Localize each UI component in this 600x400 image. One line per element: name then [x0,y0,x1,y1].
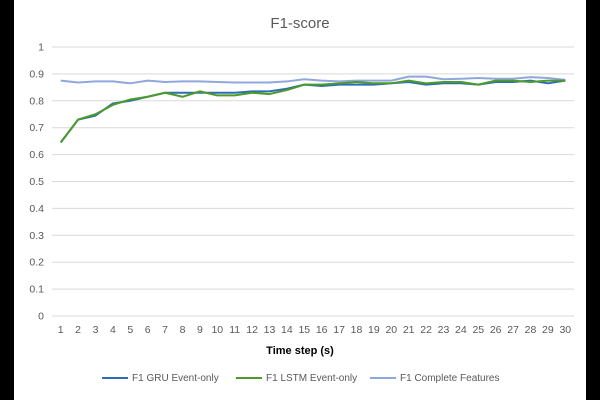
y-tick-label: 0.1 [29,284,44,296]
x-tick-label: 17 [333,324,345,336]
y-tick-label: 0.5 [29,176,44,188]
x-tick-label: 19 [368,324,380,336]
x-tick-label: 21 [403,324,415,336]
y-tick-label: 0.8 [29,95,44,107]
legend-entry: F1 Complete Features [370,373,500,384]
y-tick-labels: 0 0.1 0.2 0.3 0.4 0.5 0.6 0.7 0.8 0.9 1 [29,42,44,323]
chart-svg: F1-score 0 0.1 0.2 0.3 0.4 0.5 0.6 0.7 0.8 0.9 1 1… [29,15,574,384]
y-tick-label: 0.7 [29,122,44,134]
x-tick-label: 11 [229,324,240,336]
x-tick-label: 16 [316,324,328,336]
x-tick-label: 10 [211,324,223,336]
y-tick-label: 0 [38,311,44,323]
legend-label: F1 LSTM Event-only [266,373,357,384]
x-tick-label: 2 [75,324,81,336]
y-tick-label: 0.9 [29,68,44,80]
legend-entry: F1 LSTM Event-only [236,373,357,384]
y-tick-label: 0.2 [29,257,44,269]
x-tick-label: 28 [525,324,537,336]
legend-label: F1 GRU Event-only [132,373,219,384]
y-tick-label: 0.4 [29,203,44,215]
x-tick-label: 8 [180,324,186,336]
x-tick-label: 27 [507,324,519,336]
y-tick-label: 1 [38,42,44,54]
x-tick-label: 26 [490,324,502,336]
legend-label: F1 Complete Features [400,373,500,384]
x-tick-label: 9 [197,324,203,336]
x-tick-label: 12 [246,324,258,336]
x-tick-label: 15 [298,324,310,336]
legend: F1 GRU Event-only F1 LSTM Event-only F1 Co… [102,373,500,384]
chart-frame: F1-score 0 0.1 0.2 0.3 0.4 0.5 0.6 0.7 0.8 0.9 1 1… [14,0,586,400]
y-tick-label: 0.6 [29,149,44,161]
x-tick-labels: 1 2 3 4 5 6 7 8 9 10 11 12 13 14 15 16 17 18 19 20 21 22 23 24 2… [58,324,572,336]
x-tick-label: 14 [281,324,293,336]
x-tick-label: 3 [93,324,99,336]
chart-title: F1-score [270,15,329,32]
x-axis-label: Time step (s) [266,345,334,357]
legend-entry: F1 GRU Event-only [102,373,219,384]
x-tick-label: 25 [472,324,484,336]
x-tick-label: 30 [559,324,571,336]
x-tick-label: 4 [110,324,116,336]
series-line-0 [59,79,566,144]
y-tick-label: 0.3 [29,230,44,242]
series-layer [59,75,566,144]
grid-layer [52,46,574,317]
x-tick-label: 29 [542,324,554,336]
x-tick-label: 7 [162,324,168,336]
x-tick-label: 5 [127,324,133,336]
x-tick-label: 23 [438,324,450,336]
x-tick-label: 13 [264,324,276,336]
x-tick-label: 6 [145,324,151,336]
x-tick-label: 1 [58,324,64,336]
x-tick-label: 18 [351,324,363,336]
x-tick-label: 20 [385,324,397,336]
series-line-1 [59,79,566,144]
x-tick-label: 24 [455,324,467,336]
series-line-2 [60,75,566,85]
x-tick-label: 22 [420,324,432,336]
